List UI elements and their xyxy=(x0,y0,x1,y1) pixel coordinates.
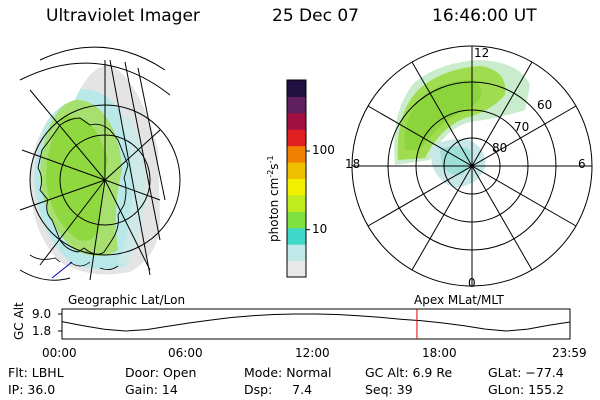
footer-dsp: Dsp: 7.4 xyxy=(244,382,313,397)
xtick-label-2359: 23:59 xyxy=(552,346,587,360)
left-panel-caption: Geographic Lat/Lon xyxy=(68,293,186,307)
mlt-label-12: 12 xyxy=(474,46,490,60)
footer-glat: GLat: −77.4 xyxy=(488,365,564,380)
coastline xyxy=(37,117,129,255)
colorbar-swatch xyxy=(287,178,306,196)
xtick-label-18: 18:00 xyxy=(422,346,457,360)
colorbar-swatch xyxy=(287,260,306,278)
ytick-label-bottom: 1.8 xyxy=(32,324,52,338)
colorbar-tick-label: 10 xyxy=(312,221,328,236)
footer-glon: GLon: 155.2 xyxy=(488,382,564,397)
mlat-label-70: 70 xyxy=(514,120,530,134)
footer-door: Door: Open xyxy=(125,365,197,380)
footer-gc-alt: GC Alt: 6.9 Re xyxy=(365,365,453,380)
mlt-label-18: 18 xyxy=(345,157,361,171)
mlt-label-6: 6 xyxy=(578,157,586,171)
colorbar-frame xyxy=(286,79,307,278)
left-grid xyxy=(19,46,181,281)
footer-ip: IP: 36.0 xyxy=(8,382,56,397)
right-panel-caption: Apex MLat/MLT xyxy=(414,293,504,307)
altitude-axis-label: GC Alt xyxy=(12,302,26,340)
colorbar-swatch xyxy=(287,211,306,229)
colorbar-swatch xyxy=(287,80,306,97)
colorbar-swatch xyxy=(287,112,306,130)
date-label: 25 Dec 07 xyxy=(272,6,359,26)
coastline-islands xyxy=(29,254,119,270)
footer-seq: Seq: 39 xyxy=(365,382,413,397)
mlt-label-0: 0 xyxy=(468,276,476,290)
colorbar-swatch xyxy=(287,244,306,262)
instrument-title: Ultraviolet Imager xyxy=(46,6,200,26)
xtick-label-06: 06:00 xyxy=(168,346,203,360)
colorbar-scale xyxy=(287,80,306,278)
colorbar-swatch xyxy=(287,96,306,114)
footer-filter: Flt: LBHL xyxy=(8,365,64,380)
footer-gain: Gain: 14 xyxy=(125,382,178,397)
mlat-label-80: 80 xyxy=(492,141,508,155)
terminator-line xyxy=(51,261,73,279)
altitude-chart-frame xyxy=(61,308,571,340)
time-label: 16:46:00 UT xyxy=(432,6,537,26)
colorbar-ticks xyxy=(306,150,310,231)
altitude-series-line xyxy=(61,313,571,332)
mlat-label-60: 60 xyxy=(537,98,553,112)
ytick-label-top: 9.0 xyxy=(32,307,52,321)
xtick-label-00: 00:00 xyxy=(42,346,77,360)
colorbar-tick-label: 100 xyxy=(312,143,335,158)
colorbar-swatch xyxy=(287,162,306,179)
footer-mode: Mode: Normal xyxy=(244,365,332,380)
colorbar-swatch xyxy=(287,129,306,147)
colorbar-swatch xyxy=(287,145,306,163)
polar-grid xyxy=(351,45,593,287)
xtick-label-12: 12:00 xyxy=(295,346,330,360)
colorbar-swatch xyxy=(287,194,306,212)
colorbar-swatch xyxy=(287,227,306,245)
